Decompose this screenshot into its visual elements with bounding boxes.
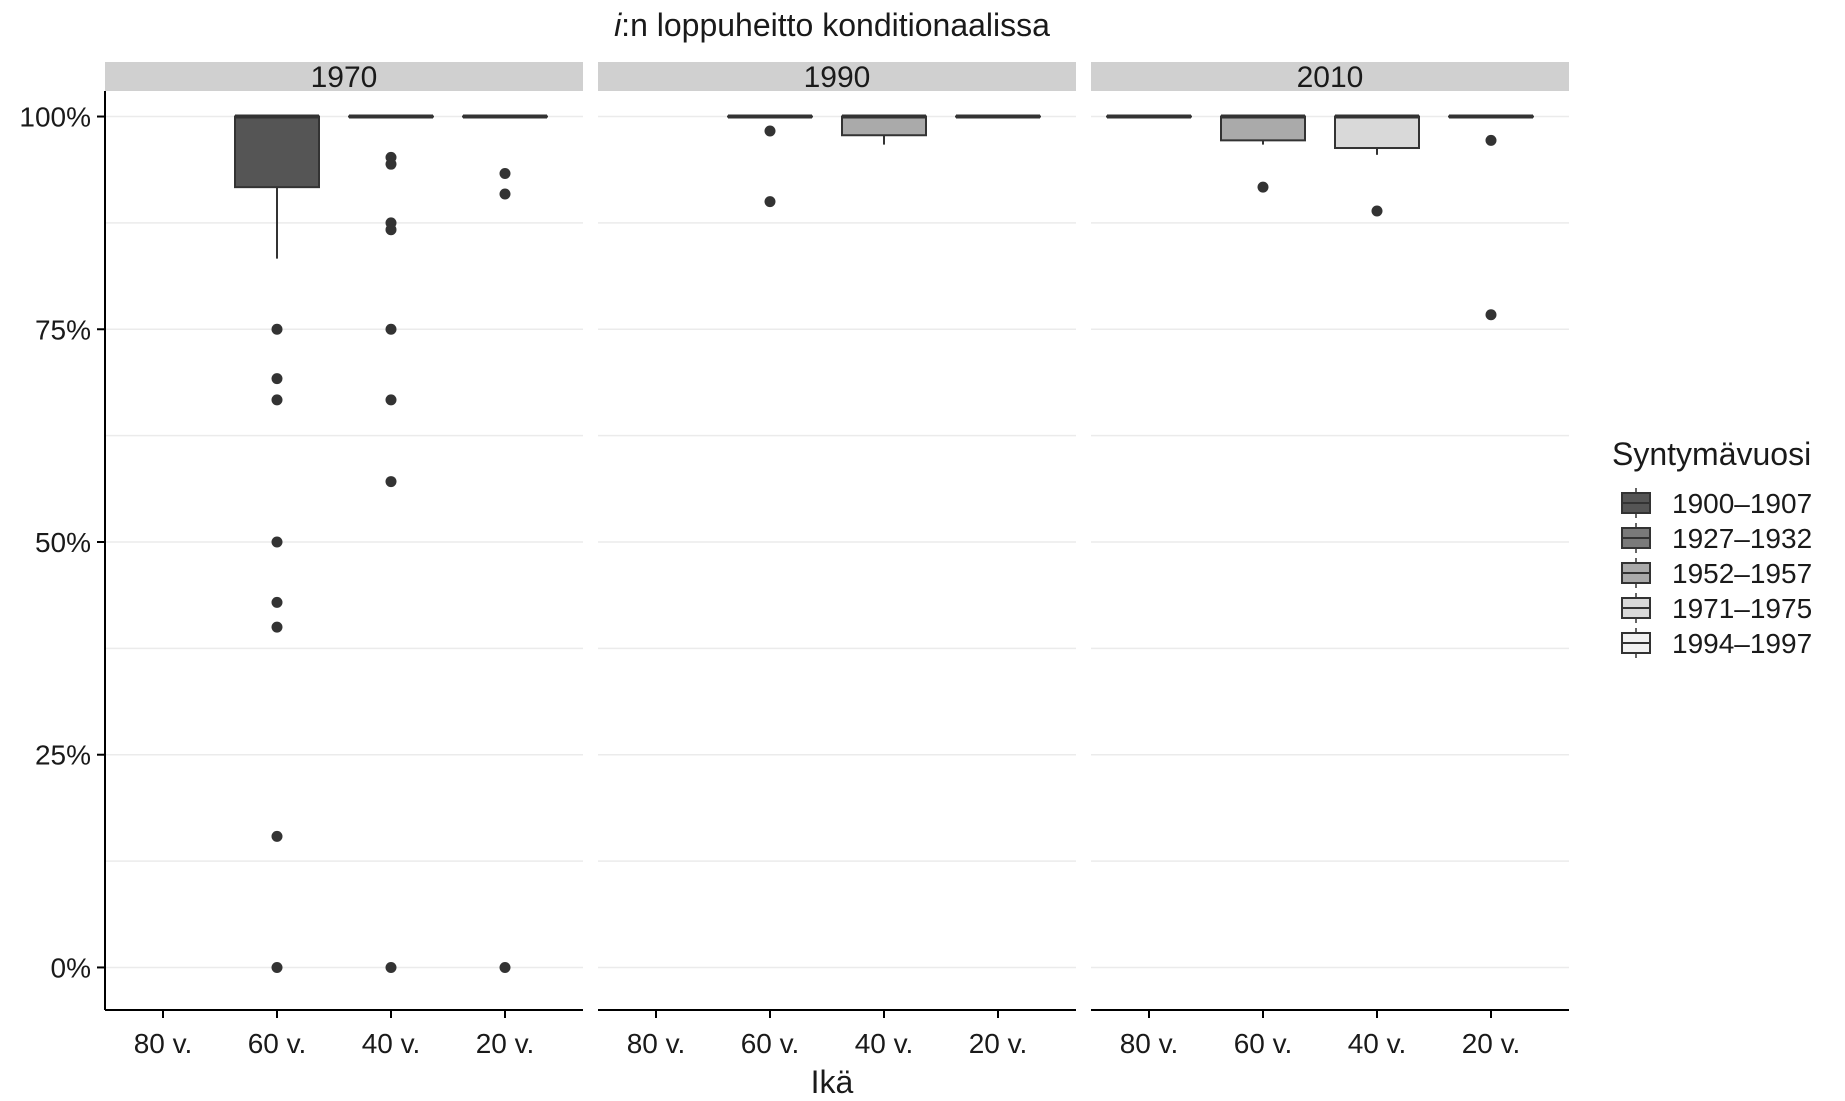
panel-strip [1091,62,1569,91]
panel-strip [598,62,1076,91]
x-tick-label: 80 v. [134,1028,193,1059]
panel-1970: 1970 80 v. 60 v. 40 v. 20 v. [105,61,583,1059]
panel-strip-label: 1970 [311,61,378,94]
legend-entry: 1952–1957 [1621,558,1812,589]
legend-entry: 1927–1932 [1621,523,1812,554]
x-tick-label: 20 v. [969,1028,1028,1059]
x-tick-label: 40 v. [1348,1028,1407,1059]
box-body [234,115,320,189]
legend-label: 1994–1997 [1672,628,1812,659]
box-1952–1957 [841,114,927,145]
outlier-point [385,158,397,170]
x-tick-label: 60 v. [248,1028,307,1059]
box-body [1220,115,1306,142]
outlier-point [271,830,283,842]
outlier-point [1371,205,1383,217]
chart-title: i:n loppuheitto konditionaalissa [614,7,1050,43]
box-1927–1932 [348,114,434,973]
box-1971–1975 [1334,114,1420,217]
panel-1990: 1990 80 v. 60 v. 40 v. 20 v. [598,61,1076,1059]
y-axis: 0% 25% 50% 75% 100% [19,91,106,1010]
outlier-point [499,188,511,200]
outlier-point [764,125,776,137]
outlier-point [1485,134,1497,146]
legend-entry: 1994–1997 [1621,628,1812,659]
x-tick-label: 60 v. [741,1028,800,1059]
box-1900–1907 [234,114,320,973]
outlier-point [499,961,511,973]
legend-label: 1952–1957 [1672,558,1812,589]
outlier-point [499,168,511,180]
legend-label: 1900–1907 [1672,488,1812,519]
panel-2010: 2010 80 v. 60 v. 40 v. 20 v. [1091,61,1569,1059]
outlier-point [1485,309,1497,321]
x-tick-label: 20 v. [1462,1028,1521,1059]
box-1952–1957 [1220,114,1306,193]
outlier-point [385,476,397,488]
x-tick-label: 80 v. [1120,1028,1179,1059]
legend: Syntymävuosi 1900–1907 1927–1932 1952–1957… [1612,436,1812,659]
outlier-point [271,373,283,385]
y-tick-label: 25% [35,740,91,771]
outlier-point [385,394,397,406]
panel-strip [105,62,583,91]
box-1994–1997 [1448,114,1534,321]
outlier-point [385,323,397,335]
outlier-point [271,536,283,548]
x-tick-label: 40 v. [362,1028,421,1059]
outlier-point [1257,181,1269,193]
outlier-point [271,394,283,406]
x-tick-label: 20 v. [476,1028,535,1059]
outlier-point [271,323,283,335]
legend-entry: 1971–1975 [1621,593,1812,624]
legend-label: 1927–1932 [1672,523,1812,554]
panel-strip-label: 1990 [804,61,871,94]
legend-entry: 1900–1907 [1621,488,1812,519]
outlier-point [385,961,397,973]
box-1927–1932 [727,114,813,208]
x-tick-label: 80 v. [627,1028,686,1059]
panel-strip-label: 2010 [1297,61,1364,94]
chart-title-rest: :n loppuheitto konditionaalissa [621,7,1050,43]
x-axis-title: Ikä [811,1064,854,1100]
legend-title: Syntymävuosi [1612,436,1811,472]
y-tick-label: 75% [35,314,91,345]
outlier-point [764,196,776,208]
outlier-point [385,224,397,236]
box-body [1334,115,1420,150]
box-body [841,115,927,137]
legend-label: 1971–1975 [1672,593,1812,624]
x-tick-label: 40 v. [855,1028,914,1059]
chart-title-italic: i [614,7,622,43]
y-tick-label: 0% [51,952,91,983]
outlier-point [271,621,283,633]
y-tick-label: 100% [19,102,91,133]
box-1952–1957 [462,114,548,973]
x-tick-label: 60 v. [1234,1028,1293,1059]
panels-layer: 1970 80 v. 60 v. 40 v. 20 v. 1990 80 v. 60 v. 40… [105,61,1569,1059]
outlier-point [271,596,283,608]
outlier-point [271,961,283,973]
y-tick-label: 50% [35,527,91,558]
